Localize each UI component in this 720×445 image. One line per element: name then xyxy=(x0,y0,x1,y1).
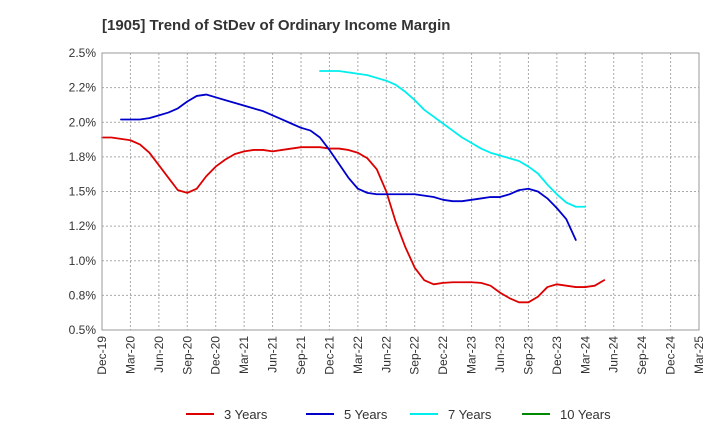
x-tick-label: Jun-22 xyxy=(379,336,393,373)
legend-label: 3 Years xyxy=(224,407,268,422)
x-tick-label: Dec-19 xyxy=(95,336,109,375)
y-tick-label: 1.2% xyxy=(69,219,97,233)
x-tick-label: Sep-21 xyxy=(294,336,308,375)
y-tick-label: 2.5% xyxy=(69,46,97,60)
x-tick-label: Dec-21 xyxy=(322,336,336,375)
x-tick-label: Dec-23 xyxy=(550,336,564,375)
y-tick-label: 2.0% xyxy=(69,115,97,129)
legend-label: 7 Years xyxy=(448,407,492,422)
y-tick-label: 2.2% xyxy=(69,81,97,95)
x-tick-label: Mar-22 xyxy=(351,336,365,374)
x-tick-label: Dec-24 xyxy=(664,336,678,375)
y-tick-label: 0.5% xyxy=(69,323,97,337)
legend-label: 10 Years xyxy=(560,407,611,422)
x-tick-label: Dec-20 xyxy=(209,336,223,375)
chart-title: [1905] Trend of StDev of Ordinary Income… xyxy=(102,17,450,34)
x-tick-label: Mar-21 xyxy=(237,336,251,374)
legend: 3 Years 5 Years 7 Years 10 Years xyxy=(186,407,611,422)
y-tick-label: 1.8% xyxy=(69,150,97,164)
x-tick-label: Sep-24 xyxy=(635,336,649,375)
x-tick-label: Jun-20 xyxy=(152,336,166,373)
x-tick-label: Jun-21 xyxy=(266,336,280,373)
x-tick-label: Mar-25 xyxy=(692,336,706,374)
x-tick-label: Sep-20 xyxy=(180,336,194,375)
x-tick-label: Mar-20 xyxy=(123,336,137,374)
legend-label: 5 Years xyxy=(344,407,388,422)
x-tick-label: Sep-22 xyxy=(408,336,422,375)
x-tick-label: Mar-23 xyxy=(465,336,479,374)
plot-border xyxy=(101,52,700,331)
series-line-5-years xyxy=(120,93,577,241)
y-tick-label: 0.8% xyxy=(69,288,97,302)
series-line-7-years xyxy=(319,70,587,208)
y-tick-label: 1.0% xyxy=(69,254,97,268)
x-tick-label: Sep-23 xyxy=(521,336,535,375)
x-tick-label: Jun-23 xyxy=(493,336,507,373)
series-layer xyxy=(101,70,606,304)
y-tick-label: 1.5% xyxy=(69,185,97,199)
axis-layer: 0.5% 0.8% 1.0% 1.2% 1.5% 1.8% 2.0% 2.2% 2.5% Dec-… xyxy=(69,46,706,375)
series-line-3-years xyxy=(101,136,606,304)
x-tick-label: Dec-22 xyxy=(436,336,450,375)
x-tick-label: Jun-24 xyxy=(607,336,621,373)
x-tick-label: Mar-24 xyxy=(578,336,592,374)
